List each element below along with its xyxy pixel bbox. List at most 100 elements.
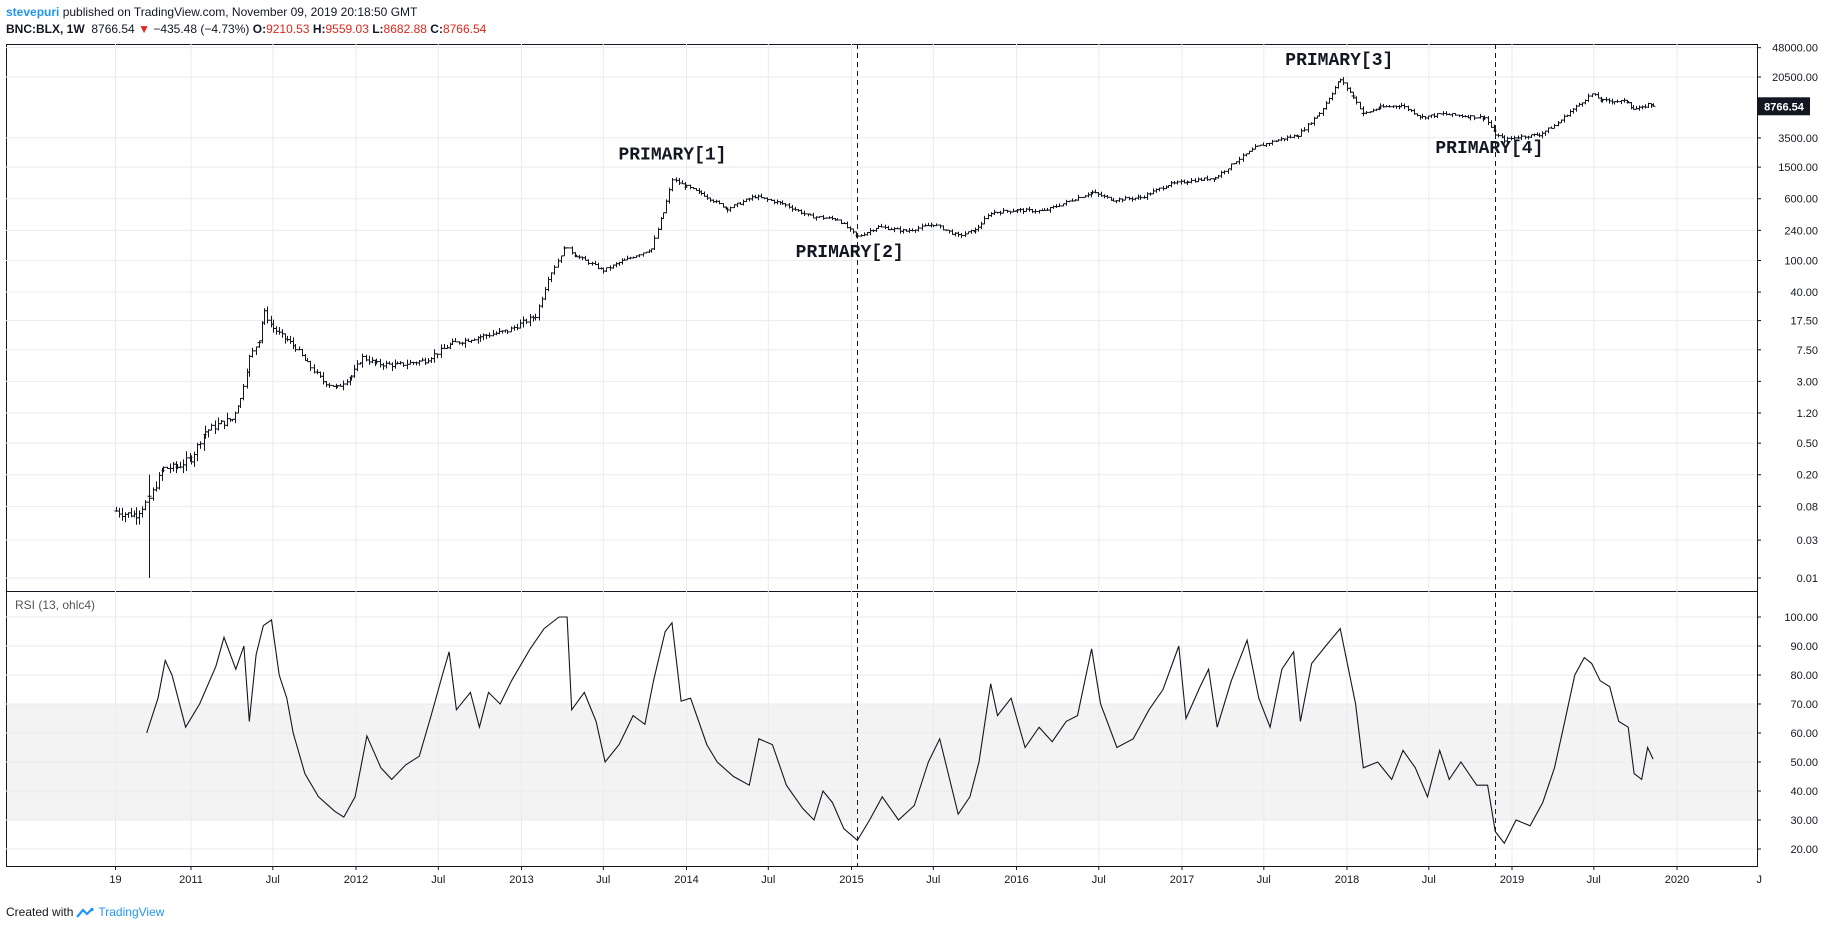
price-bar: [1057, 203, 1062, 208]
last-price-tag: [1758, 97, 1810, 116]
price-bar: [883, 224, 888, 230]
price-bar: [1219, 170, 1224, 178]
footer: Created with TradingView: [6, 905, 164, 919]
price-bar: [620, 258, 625, 265]
price-bar: [117, 507, 122, 518]
price-bar: [1157, 187, 1162, 192]
last-price-tag-label: 8766.54: [1764, 101, 1805, 113]
publish-info: stevepuri published on TradingView.com, …: [6, 5, 417, 19]
price-bar: [195, 442, 200, 462]
annotation-label: PRIMARY[4]: [1435, 139, 1543, 159]
price-bar: [637, 254, 642, 258]
x-tick-label: Jul: [761, 874, 775, 886]
price-axis-label: 600.00: [1784, 194, 1818, 206]
price-bar: [601, 267, 606, 274]
price-bar: [559, 255, 564, 264]
price-axis-label: 3500.00: [1778, 133, 1818, 145]
price-bar: [533, 313, 538, 321]
price-bar: [604, 267, 609, 272]
price-bar: [1241, 153, 1246, 162]
price-axis-label: 0.01: [1797, 573, 1818, 585]
price-bar: [453, 337, 458, 343]
price-bar: [1336, 81, 1341, 89]
price-bar: [1596, 92, 1601, 99]
author-link[interactable]: stevepuri: [6, 5, 60, 19]
price-bar: [549, 272, 554, 283]
open-value: 9210.53: [266, 22, 310, 36]
price-bar: [1532, 133, 1537, 137]
price-bar: [835, 218, 840, 221]
price-bar: [120, 507, 125, 521]
price-bar: [537, 304, 542, 321]
price-bar: [198, 441, 203, 449]
rsi-axis-label: 30.00: [1790, 815, 1818, 827]
price-bar: [586, 259, 591, 265]
price-bar: [487, 332, 492, 338]
rsi-axis-label: 100.00: [1784, 612, 1818, 624]
price-bar: [260, 321, 265, 344]
price-bar: [552, 265, 557, 275]
price-axis-label: 17.50: [1790, 316, 1818, 328]
x-tick-label: Jul: [1257, 874, 1271, 886]
price-bar: [321, 372, 326, 385]
price-bar: [1519, 133, 1524, 141]
price-bar: [583, 255, 588, 261]
price-bar: [546, 276, 551, 292]
price-axis-label: 48000.00: [1772, 43, 1818, 55]
price-bar: [1610, 98, 1615, 105]
price-bar: [423, 357, 428, 366]
price-bar: [481, 333, 486, 341]
annotation-label: PRIMARY[2]: [796, 243, 904, 263]
price-bar: [478, 334, 483, 342]
price-bar: [1033, 208, 1038, 214]
price-bar: [778, 201, 783, 205]
x-tick-label: 2012: [344, 874, 368, 886]
price-bar: [756, 194, 761, 201]
price-bar: [374, 358, 379, 365]
price-bar: [1482, 115, 1487, 120]
price-axis-label: 7.50: [1797, 345, 1818, 357]
tradingview-link[interactable]: TradingView: [98, 905, 165, 919]
price-bar: [1237, 156, 1242, 165]
price-bar: [254, 346, 259, 356]
rsi-axis-label: 20.00: [1790, 844, 1818, 856]
price-axis-label: 1500.00: [1778, 162, 1818, 174]
price-bar: [1496, 133, 1501, 138]
price-bar: [1317, 112, 1322, 117]
price-bar: [509, 326, 514, 333]
price-bar: [670, 178, 675, 192]
price-bar: [1486, 116, 1491, 126]
high-value: 9559.03: [325, 22, 369, 36]
price-bar: [1399, 102, 1404, 108]
price-bar: [1341, 77, 1346, 86]
price-bar: [1179, 179, 1184, 185]
rsi-axis-label: 70.00: [1790, 699, 1818, 711]
price-bar: [303, 353, 308, 362]
price-bar: [1064, 199, 1069, 206]
price-bar: [830, 215, 835, 221]
price-bar: [192, 451, 197, 467]
price-bar: [364, 354, 369, 362]
price-bar: [1640, 105, 1645, 110]
price-bar: [308, 360, 313, 371]
price-bar: [817, 216, 822, 218]
low-label: L:: [372, 22, 384, 36]
x-tick-label: J: [1757, 874, 1763, 886]
symbol-label: BNC:BLX, 1W: [6, 22, 85, 36]
price-bar: [274, 326, 279, 335]
annotation-label: PRIMARY[1]: [618, 145, 726, 165]
x-tick-label: Jul: [1422, 874, 1436, 886]
price-bar: [1189, 178, 1194, 184]
price-bar: [787, 202, 792, 209]
price-bar: [1556, 120, 1561, 127]
price-bar: [1011, 208, 1016, 213]
price-bar: [1226, 168, 1231, 174]
price-bar: [1649, 103, 1654, 108]
x-tick-label: 2013: [509, 874, 533, 886]
rsi-line: [146, 616, 1654, 845]
price-bar: [250, 347, 255, 358]
x-tick-label: 2011: [179, 874, 203, 886]
price-bar: [225, 412, 230, 427]
rsi-axis-label: 50.00: [1790, 757, 1818, 769]
